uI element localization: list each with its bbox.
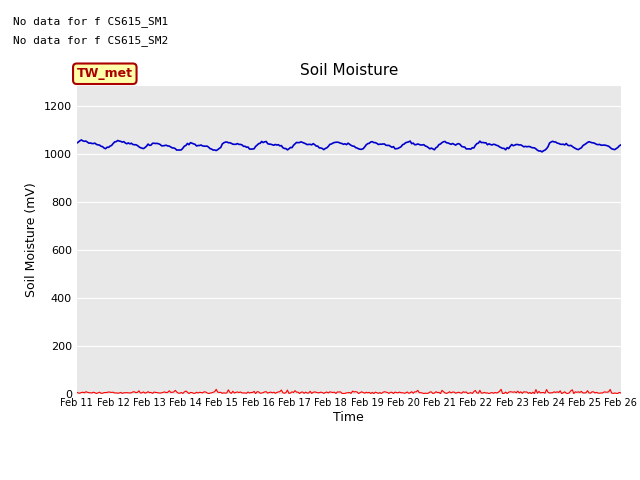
Y-axis label: Soil Moisture (mV): Soil Moisture (mV) (25, 182, 38, 298)
Text: TW_met: TW_met (77, 67, 133, 80)
Title: Soil Moisture: Soil Moisture (300, 63, 398, 78)
Text: No data for f CS615_SM2: No data for f CS615_SM2 (13, 35, 168, 46)
X-axis label: Time: Time (333, 411, 364, 424)
Text: No data for f CS615_SM1: No data for f CS615_SM1 (13, 16, 168, 27)
